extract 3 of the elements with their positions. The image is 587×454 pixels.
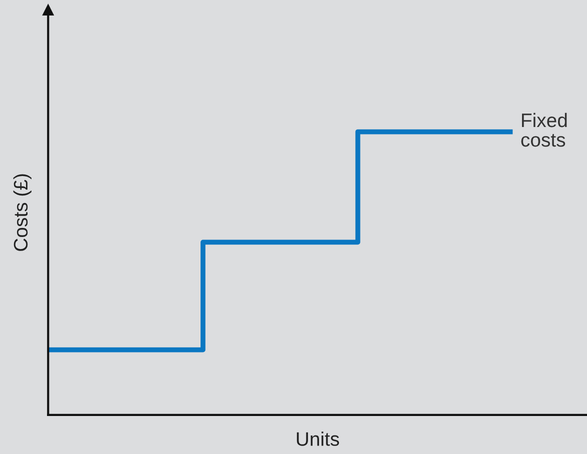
series-label: Fixed costs	[521, 112, 567, 147]
y-axis-title: Costs (£)	[13, 174, 32, 251]
x-axis-title: Units	[296, 432, 340, 446]
